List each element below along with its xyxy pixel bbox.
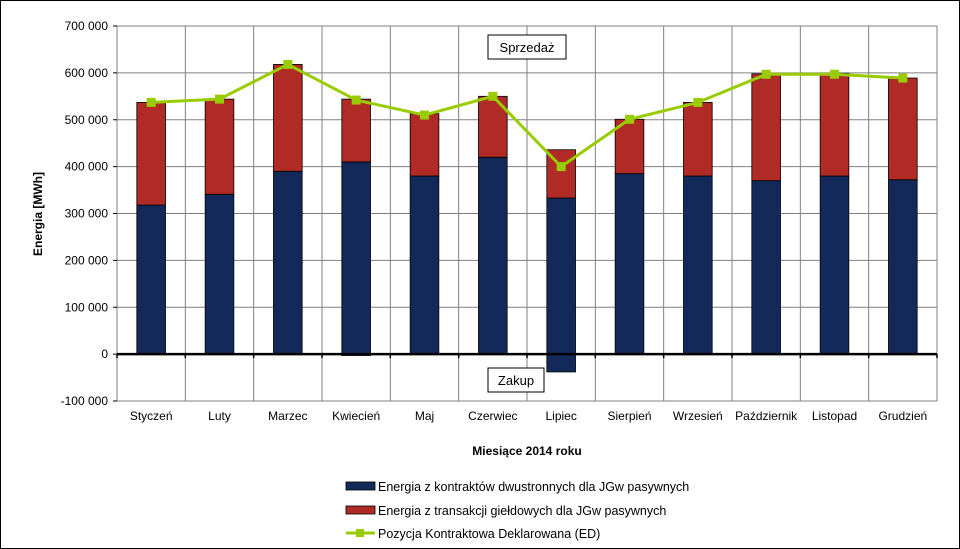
ed-point <box>215 94 224 104</box>
x-tick-label: Czerwiec <box>468 409 517 423</box>
bar-transakcje <box>751 73 781 182</box>
bar-transakcje <box>273 64 303 172</box>
bar-kontrakty <box>478 156 508 355</box>
bar-transakcje <box>888 77 918 181</box>
legend-label-kontrakty: Energia z kontraktów dwustronnych dla JG… <box>378 480 689 494</box>
ed-point <box>420 110 429 120</box>
gridlines <box>117 25 937 402</box>
y-tick-label: 300 000 <box>65 207 109 221</box>
ed-point <box>898 73 908 83</box>
y-tick-label: 400 000 <box>65 160 109 174</box>
bar-transakcje <box>136 102 166 206</box>
x-tick-label: Marzec <box>268 409 307 423</box>
ed-point <box>625 114 634 124</box>
bar-transakcje <box>409 113 440 177</box>
bar-kontrakty-negative <box>546 353 576 373</box>
x-tick-labels: Styczeń Luty Marzec Kwiecień Maj Czerwiec Lipi… <box>130 409 927 423</box>
bar-transakcje <box>819 72 850 177</box>
ed-point <box>830 69 839 79</box>
zero-axis <box>116 352 938 359</box>
bars <box>136 64 918 373</box>
annotation-sprzedaz-text: Sprzedaż <box>500 40 555 55</box>
bar-kontrakty <box>409 175 440 355</box>
annotation-zakup-text: Zakup <box>498 373 534 388</box>
y-tick-label: 0 <box>101 347 108 361</box>
x-tick-label: Luty <box>208 409 231 423</box>
y-tick-label: 200 000 <box>65 253 109 267</box>
annotation-sprzedaz: Sprzedaż <box>487 34 567 60</box>
ed-point <box>351 95 361 105</box>
legend-marker-ed <box>356 529 364 537</box>
x-axis-title: Miesiące 2014 roku <box>472 444 581 458</box>
x-tick-label: Lipiec <box>545 409 576 423</box>
bar-transakcje <box>683 102 713 177</box>
legend-label-transakcje: Energia z transakcji giełdowych dla JGw … <box>378 504 666 518</box>
bar-kontrakty <box>341 161 371 355</box>
y-axis-title: Energia [MWh] <box>31 172 45 256</box>
bar-transakcje <box>204 98 235 195</box>
x-tick-label: Grudzień <box>878 409 927 423</box>
y-tick-labels: -100 000 0 100 000 200 000 300 000 400 000 500… <box>61 19 117 408</box>
ed-point <box>146 97 156 107</box>
y-tick-label: 700 000 <box>65 19 109 33</box>
legend-swatch-kontrakty <box>345 481 376 491</box>
bar-kontrakty <box>273 170 303 355</box>
bar-transakcje <box>614 118 645 175</box>
x-tick-label: Listopad <box>812 409 857 423</box>
x-tick-label: Sierpień <box>607 409 651 423</box>
x-tick-label: Maj <box>415 409 434 423</box>
y-tick-label: 600 000 <box>65 66 109 80</box>
bar-kontrakty <box>888 179 918 355</box>
x-tick-label: Październik <box>735 409 798 423</box>
bar-kontrakty <box>751 180 781 355</box>
y-tick-label: -100 000 <box>61 394 109 408</box>
ed-point <box>488 91 498 101</box>
legend-item-ed: Pozycja Kontraktowa Deklarowana (ED) <box>346 527 600 541</box>
ed-point <box>556 162 566 172</box>
ed-series-line <box>151 62 903 169</box>
bar-kontrakty <box>683 175 713 355</box>
bar-transakcje <box>341 98 371 163</box>
bar-kontrakty <box>614 173 645 355</box>
legend-label-ed: Pozycja Kontraktowa Deklarowana (ED) <box>378 527 600 541</box>
legend-item-transakcje: Energia z transakcji giełdowych dla JGw … <box>345 504 666 518</box>
legend: Energia z kontraktów dwustronnych dla JG… <box>345 480 689 541</box>
bar-kontrakty <box>819 175 850 355</box>
ed-point <box>761 69 771 79</box>
x-tick-label: Kwiecień <box>332 409 380 423</box>
bar-kontrakty <box>204 193 235 355</box>
annotation-zakup: Zakup <box>487 367 545 393</box>
ed-line <box>146 59 908 172</box>
x-tick-label: Styczeń <box>130 409 173 423</box>
ed-point <box>283 59 293 69</box>
x-tick-label: Wrzesień <box>673 409 723 423</box>
legend-item-kontrakty: Energia z kontraktów dwustronnych dla JG… <box>345 480 689 494</box>
ed-point <box>693 97 703 107</box>
bar-kontrakty <box>136 204 166 355</box>
y-tick-label: 100 000 <box>65 300 109 314</box>
legend-swatch-transakcje <box>345 505 376 515</box>
y-tick-label: 500 000 <box>65 113 109 127</box>
bar-kontrakty <box>546 197 576 355</box>
